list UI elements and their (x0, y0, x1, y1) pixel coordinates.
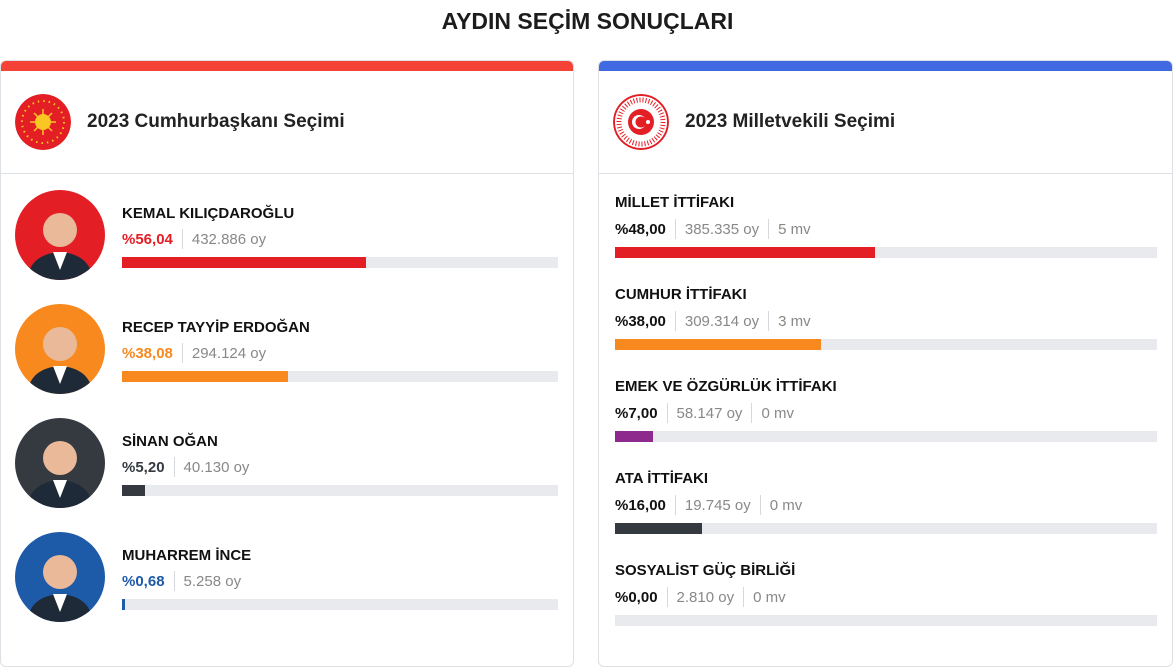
candidate-progress-fill (122, 257, 367, 268)
alliance-stats: %48,00 385.335 oy 5 mv (615, 219, 811, 239)
alliance-percent: %7,00 (615, 404, 658, 422)
alliance-row: ATA İTTİFAKI %16,00 19.745 oy 0 mv (615, 470, 1157, 562)
alliance-row: SOSYALİST GÜÇ BİRLİĞİ %0,00 2.810 oy 0 mv (615, 562, 1157, 654)
alliance-row: EMEK VE ÖZGÜRLÜK İTTİFAKI %7,00 58.147 oy… (615, 378, 1157, 470)
parliament-card: 2023 Milletvekili Seçimi MİLLET İTTİFAKI… (598, 60, 1173, 667)
alliance-seats: 0 mv (753, 588, 786, 606)
alliance-name: CUMHUR İTTİFAKI (615, 286, 747, 303)
candidate-stats: %5,20 40.130 oy (122, 457, 249, 477)
candidate-stats: %38,08 294.124 oy (122, 343, 266, 363)
presidency-seal-icon (15, 94, 71, 150)
candidate-progress-bar (122, 257, 558, 268)
alliance-progress-bar (615, 339, 1157, 350)
alliance-votes: 2.810 oy (676, 588, 735, 606)
presidential-header: 2023 Cumhurbaşkanı Seçimi (1, 71, 573, 174)
alliance-progress-fill (615, 431, 653, 442)
presidential-card: 2023 Cumhurbaşkanı Seçimi KEMAL KILIÇDAR… (0, 60, 574, 667)
alliance-percent: %16,00 (615, 496, 666, 514)
candidate-name: SİNAN OĞAN (122, 433, 218, 450)
alliance-row: MİLLET İTTİFAKI %48,00 385.335 oy 5 mv (615, 194, 1157, 286)
candidate-name: KEMAL KILIÇDAROĞLU (122, 205, 295, 222)
candidate-progress-fill (122, 371, 289, 382)
candidate-percent: %5,20 (122, 458, 165, 476)
alliance-percent: %48,00 (615, 220, 666, 238)
alliance-row: CUMHUR İTTİFAKI %38,00 309.314 oy 3 mv (615, 286, 1157, 378)
alliance-progress-bar (615, 247, 1157, 258)
parliament-header: 2023 Milletvekili Seçimi (599, 71, 1172, 174)
alliance-progress-bar (615, 615, 1157, 626)
alliance-votes: 385.335 oy (684, 220, 760, 238)
candidate-progress-bar (122, 371, 558, 382)
candidate-name: MUHARREM İNCE (122, 547, 252, 564)
alliance-votes: 19.745 oy (684, 496, 751, 514)
candidate-row: SİNAN OĞAN %5,20 40.130 oy (15, 418, 560, 510)
alliance-progress-fill (615, 339, 821, 350)
alliance-name: ATA İTTİFAKI (615, 470, 709, 487)
alliance-percent: %0,00 (615, 588, 658, 606)
alliance-seats: 0 mv (769, 496, 803, 514)
candidate-photo (15, 304, 105, 394)
parliament-accent-bar (599, 61, 1172, 71)
alliance-name: MİLLET İTTİFAKI (615, 194, 735, 211)
page-title: AYDIN SEÇİM SONUÇLARI (441, 8, 734, 34)
candidate-name: RECEP TAYYİP ERDOĞAN (122, 319, 310, 336)
presidential-title: 2023 Cumhurbaşkanı Seçimi (87, 111, 345, 132)
candidate-photo (15, 418, 105, 508)
alliance-votes: 309.314 oy (684, 312, 760, 330)
alliance-seats: 5 mv (778, 220, 811, 238)
candidate-row: KEMAL KILIÇDAROĞLU %56,04 432.886 oy (15, 190, 560, 282)
candidate-votes: 40.130 oy (183, 458, 250, 476)
candidate-votes: 294.124 oy (191, 344, 267, 362)
candidate-progress-fill (122, 485, 145, 496)
candidate-percent: %0,68 (122, 572, 165, 590)
presidential-accent-bar (1, 61, 573, 71)
candidate-votes: 432.886 oy (191, 230, 267, 248)
candidate-progress-fill (122, 599, 125, 610)
alliance-stats: %16,00 19.745 oy 0 mv (615, 495, 802, 515)
candidate-percent: %38,08 (122, 344, 173, 362)
candidate-row: MUHARREM İNCE %0,68 5.258 oy (15, 532, 560, 624)
alliance-stats: %0,00 2.810 oy 0 mv (615, 587, 786, 607)
candidate-photo (15, 190, 105, 280)
candidate-votes: 5.258 oy (183, 572, 242, 590)
alliance-stats: %7,00 58.147 oy 0 mv (615, 403, 794, 423)
candidate-progress-bar (122, 485, 558, 496)
candidate-stats: %56,04 432.886 oy (122, 229, 266, 249)
alliance-stats: %38,00 309.314 oy 3 mv (615, 311, 811, 331)
alliance-progress-fill (615, 247, 876, 258)
candidate-progress-bar (122, 599, 558, 610)
candidate-stats: %0,68 5.258 oy (122, 571, 241, 591)
parliament-seal-icon (613, 94, 669, 150)
candidate-percent: %56,04 (122, 230, 173, 248)
alliance-progress-bar (615, 523, 1157, 534)
alliance-percent: %38,00 (615, 312, 666, 330)
alliance-progress-fill (615, 523, 702, 534)
alliance-name: EMEK VE ÖZGÜRLÜK İTTİFAKI (615, 378, 837, 395)
alliance-progress-bar (615, 431, 1157, 442)
candidate-photo (15, 532, 105, 622)
alliance-seats: 3 mv (778, 312, 811, 330)
parliament-title: 2023 Milletvekili Seçimi (685, 111, 896, 132)
alliance-votes: 58.147 oy (676, 404, 743, 422)
candidate-row: RECEP TAYYİP ERDOĞAN %38,08 294.124 oy (15, 304, 560, 396)
alliance-seats: 0 mv (761, 404, 794, 422)
alliance-name: SOSYALİST GÜÇ BİRLİĞİ (615, 562, 796, 579)
